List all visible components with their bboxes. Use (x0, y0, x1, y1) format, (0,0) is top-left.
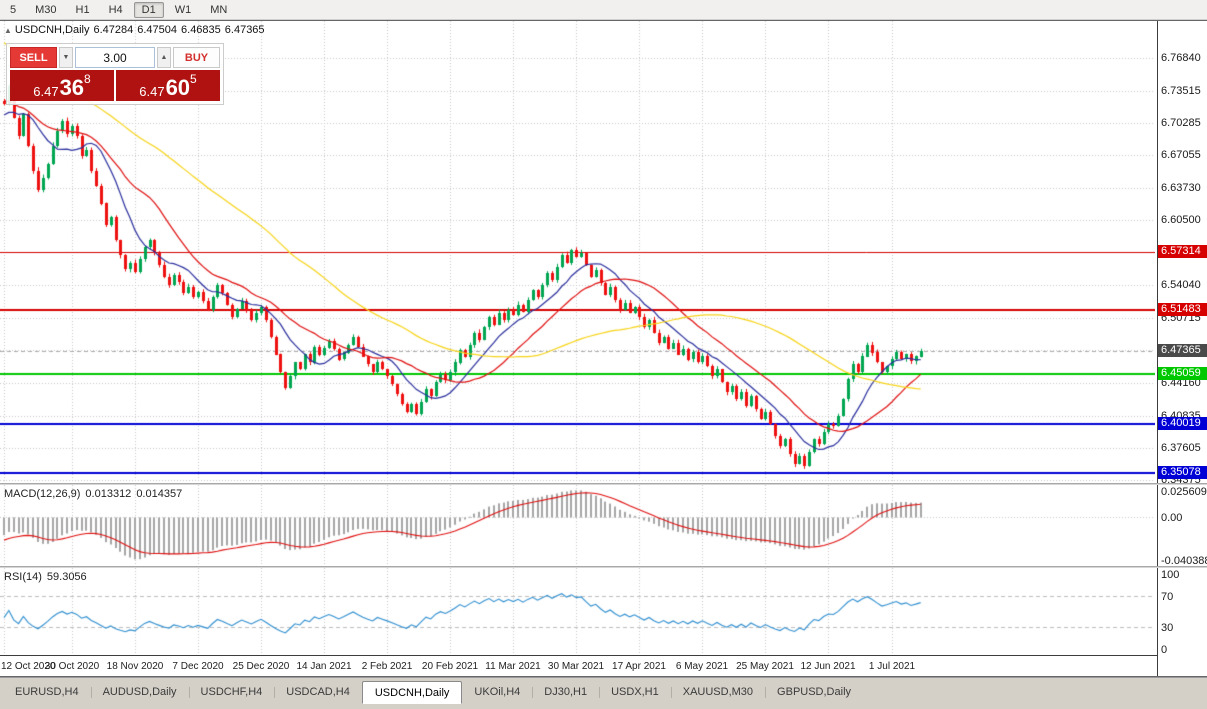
ohlc-low: 6.46835 (181, 24, 221, 36)
time-axis-label: 12 Oct 2020 (1, 661, 56, 672)
price-tick-label: 6.54040 (1161, 279, 1201, 291)
time-axis-label: 14 Jan 2021 (296, 661, 352, 672)
volume-increase-button[interactable]: ▲ (157, 47, 171, 68)
bid-pips: 36 (59, 75, 85, 101)
time-axis-label: 17 Apr 2021 (612, 661, 666, 672)
hline-price-badge: 6.45059 (1158, 367, 1207, 380)
hline-price-badge: 6.51483 (1158, 303, 1207, 316)
status-strip (0, 703, 1207, 709)
price-tick-label: 70 (1161, 591, 1174, 603)
macd-indicator-canvas[interactable] (0, 485, 1155, 566)
current-price-badge: 6.47365 (1158, 344, 1207, 357)
hline-price-badge: 6.57314 (1158, 245, 1207, 258)
price-tick-label: 6.67055 (1161, 149, 1201, 161)
time-axis-label: 25 Dec 2020 (232, 661, 290, 672)
time-axis-label: 7 Dec 2020 (172, 661, 224, 672)
chart-tab-usdchf-h4[interactable]: USDCHF,H4 (188, 681, 275, 703)
price-tick-label: 6.44160 (1161, 377, 1201, 389)
time-axis-label: 1 Jul 2021 (868, 661, 916, 672)
chart-title: ▲ USDCNH,Daily 6.47284 6.47504 6.46835 6.4736… (4, 24, 269, 36)
chart-tab-audusd-daily[interactable]: AUDUSD,Daily (90, 681, 189, 703)
price-tick-label: 0 (1161, 644, 1168, 656)
time-axis[interactable]: 12 Oct 2020 30 Oct 2020 18 Nov 2020 7 Dec 2… (0, 655, 1207, 676)
bid-price-display[interactable]: 6.47 36 8 (10, 70, 114, 101)
ask-prefix: 6.47 (139, 84, 165, 99)
price-tick-label: 0.025609 (1161, 486, 1207, 498)
timeframe-button-h1[interactable]: H1 (75, 3, 90, 16)
chart-tab-gbpusd-daily[interactable]: GBPUSD,Daily (765, 681, 863, 703)
time-axis-label: 25 May 2021 (736, 661, 794, 672)
price-tick-label: 6.63730 (1161, 182, 1201, 194)
hline-price-badge: 6.40019 (1158, 417, 1207, 430)
rsi-indicator-label: RSI(14) 59.3056 (4, 571, 92, 583)
ohlc-high: 6.47504 (137, 24, 178, 36)
hline-price-badge: 6.35078 (1158, 466, 1207, 479)
chart-window: ▲ USDCNH,Daily 6.47284 6.47504 6.46835 6.4736… (0, 20, 1207, 677)
ask-pips: 60 (165, 75, 191, 101)
timeframe-button-mn[interactable]: MN (210, 3, 228, 16)
chart-tab-usdcad-h4[interactable]: USDCAD,H4 (274, 681, 362, 703)
macd-value: 0.013312 (85, 488, 132, 500)
price-tick-label: 100 (1161, 569, 1180, 581)
bid-prefix: 6.47 (33, 84, 59, 99)
chart-tab-usdx-h1[interactable]: USDX,H1 (599, 681, 671, 703)
macd-name: MACD(12,26,9) (4, 488, 81, 500)
rsi-name: RSI(14) (4, 571, 42, 583)
time-axis-label: 6 May 2021 (675, 661, 729, 672)
rsi-value: 59.3056 (46, 571, 87, 583)
timeframe-button-5[interactable]: 5 (10, 3, 17, 16)
ohlc-open: 6.47284 (93, 24, 134, 36)
price-tick-label: 6.60500 (1161, 214, 1201, 226)
chart-tab-usdcnh-daily[interactable]: USDCNH,Daily (361, 681, 463, 704)
timeframe-button-h4[interactable]: H4 (108, 3, 123, 16)
time-axis-label: 12 Jun 2021 (800, 661, 856, 672)
sell-button[interactable]: SELL (10, 47, 57, 68)
ohlc-close: 6.47365 (224, 24, 265, 36)
price-tick-label: 6.73515 (1161, 85, 1201, 97)
ask-price-display[interactable]: 6.47 60 5 (116, 70, 220, 101)
price-axis[interactable]: 6.76840 6.73515 6.70285 6.67055 6.63730 6.605… (1157, 21, 1207, 676)
macd-signal-value: 0.014357 (136, 488, 183, 500)
time-axis-label: 30 Oct 2020 (44, 661, 100, 672)
panel-splitter-macd[interactable] (0, 483, 1207, 485)
timeframe-button-w1[interactable]: W1 (174, 3, 192, 16)
chart-tab-ukoil-h4[interactable]: UKOil,H4 (474, 686, 521, 698)
time-axis-label: 30 Mar 2021 (547, 661, 605, 672)
bid-point: 8 (84, 72, 91, 86)
price-tick-label: 0.00 (1161, 512, 1183, 524)
price-tick-label: 30 (1161, 622, 1174, 634)
macd-indicator-label: MACD(12,26,9) 0.013312 0.014357 (4, 488, 187, 500)
buy-button[interactable]: BUY (173, 47, 220, 68)
chart-tab-bar: EURUSD,H4 AUDUSD,Daily USDCHF,H4 USDCAD,H4 U… (0, 677, 1207, 704)
symbol-period-label: USDCNH,Daily (14, 24, 90, 36)
one-click-collapse-icon[interactable]: ▲ (4, 26, 12, 35)
chart-tab-dj30-h1[interactable]: DJ30,H1 (532, 681, 599, 703)
timeframe-toolbar: 5 M30 H1 H4 D1 W1 MN (0, 0, 1207, 20)
time-axis-label: 2 Feb 2021 (361, 661, 413, 672)
timeframe-button-m30[interactable]: M30 (35, 3, 57, 16)
rsi-indicator-canvas[interactable] (0, 568, 1155, 655)
timeframe-button-d1[interactable]: D1 (133, 1, 164, 18)
volume-input[interactable] (75, 47, 155, 68)
time-axis-label: 18 Nov 2020 (106, 661, 164, 672)
ask-point: 5 (190, 72, 197, 86)
time-axis-label: 11 Mar 2021 (485, 661, 541, 672)
price-tick-label: 6.37605 (1161, 442, 1201, 454)
price-tick-label: 6.70285 (1161, 117, 1201, 129)
price-tick-label: 6.76840 (1161, 52, 1201, 64)
panel-splitter-rsi[interactable] (0, 566, 1207, 568)
volume-decrease-button[interactable]: ▼ (59, 47, 73, 68)
price-tick-label: -0.040388 (1161, 555, 1207, 567)
time-axis-label: 20 Feb 2021 (421, 661, 479, 672)
chart-tab-eurusd-h4[interactable]: EURUSD,H4 (15, 686, 79, 698)
chart-tab-xauusd-m30[interactable]: XAUUSD,M30 (670, 681, 765, 703)
